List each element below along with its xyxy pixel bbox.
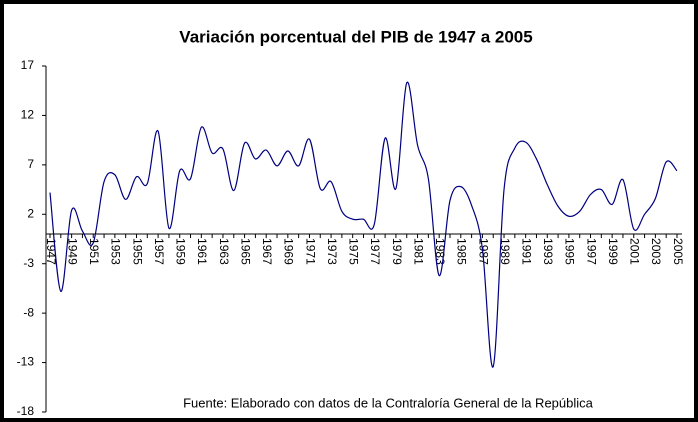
x-tick-label: 1957 — [152, 238, 166, 265]
y-tick-label: 12 — [21, 108, 35, 122]
x-tick-label: 2001 — [628, 238, 642, 265]
x-tick-label: 1977 — [368, 238, 382, 265]
x-tick-label: 1995 — [563, 238, 577, 265]
x-tick-label: 1989 — [498, 238, 512, 265]
x-tick-label: 1997 — [584, 238, 598, 265]
source-note: Fuente: Elaborado con datos de la Contra… — [183, 395, 594, 410]
x-tick-label: 1961 — [195, 238, 209, 265]
x-tick-label: 1949 — [65, 238, 79, 265]
data-line — [49, 81, 678, 368]
x-tick-label: 1971 — [303, 238, 317, 265]
x-tick-label: 1991 — [519, 238, 533, 265]
x-tick-label: 1953 — [109, 238, 123, 265]
y-tick-label: 2 — [27, 206, 34, 220]
y-tick-label: -3 — [23, 256, 34, 270]
x-tick-label: 1959 — [174, 238, 188, 265]
x-tick-label: 1965 — [238, 238, 252, 265]
x-tick-label: 1979 — [390, 238, 404, 265]
x-tick-label: 1963 — [217, 238, 231, 265]
y-tick-label: -18 — [17, 404, 35, 418]
y-tick-label: 17 — [21, 58, 35, 72]
x-tick-label: 1955 — [130, 238, 144, 265]
x-tick-label: 1985 — [455, 238, 469, 265]
x-tick-label: 2003 — [649, 238, 663, 265]
chart-title: Variación porcentual del PIB de 1947 a 2… — [179, 27, 532, 46]
x-tick-label: 1975 — [347, 238, 361, 265]
x-tick-label: 1999 — [606, 238, 620, 265]
y-tick-label: 7 — [27, 157, 34, 171]
x-tick-label: 1967 — [260, 238, 274, 265]
y-tick-label: -8 — [23, 305, 34, 319]
x-tick-label: 2005 — [671, 238, 685, 265]
x-tick-label: 1973 — [325, 238, 339, 265]
x-tick-label: 1993 — [541, 238, 555, 265]
x-tick-label: 1981 — [411, 238, 425, 265]
x-tick-label: 1969 — [282, 238, 296, 265]
y-tick-label: -13 — [17, 355, 35, 369]
